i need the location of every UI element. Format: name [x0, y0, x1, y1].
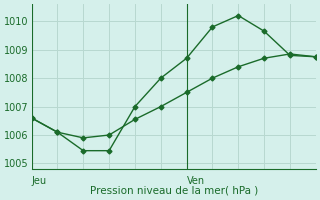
X-axis label: Pression niveau de la mer( hPa ): Pression niveau de la mer( hPa ): [90, 186, 258, 196]
Text: Jeu: Jeu: [32, 176, 47, 186]
Text: Ven: Ven: [187, 176, 205, 186]
